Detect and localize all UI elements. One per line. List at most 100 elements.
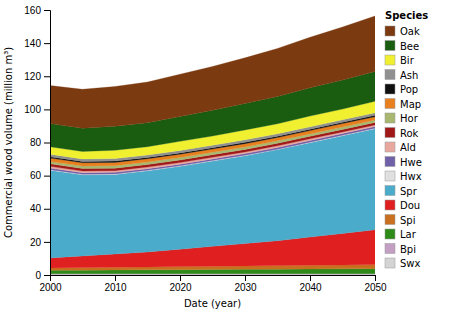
legend-item: Spr: [385, 186, 418, 197]
axis-line: [51, 276, 376, 282]
area: [50, 16, 375, 128]
legend-label: Ash: [400, 70, 418, 81]
tick-mark: [115, 275, 116, 281]
legend-label: Spr: [400, 186, 418, 197]
tick-mark: [44, 10, 50, 11]
legend-swatch: [385, 128, 395, 138]
tick: 2040: [299, 275, 322, 293]
tick-mark: [44, 176, 50, 177]
tick-label: 80: [30, 137, 42, 148]
legend-label: Pop: [400, 84, 418, 95]
legend-item: Lar: [385, 229, 417, 240]
tick-label: 100: [24, 104, 41, 115]
legend-item: Bpi: [385, 244, 416, 255]
tick: 2050: [364, 275, 387, 293]
legend-swatch: [385, 200, 395, 210]
tick: 80: [30, 137, 50, 148]
legend-swatch: [385, 244, 395, 254]
legend-swatch: [385, 70, 395, 80]
legend: Species Oak Bee Bir Ash Pop Map Hor Rok Ald Hwe Hwx…: [385, 10, 428, 269]
tick-mark: [245, 275, 246, 281]
legend-swatch: [385, 55, 395, 65]
legend-swatch: [385, 99, 395, 109]
legend-item: Rok: [385, 128, 419, 139]
axis-line: [44, 11, 51, 276]
tick: 120: [24, 71, 50, 82]
legend-label: Bpi: [400, 244, 416, 255]
legend-item: Dou: [385, 200, 420, 211]
tick-mark: [44, 109, 50, 110]
tick-label: 140: [24, 38, 41, 49]
tick: 2030: [234, 275, 257, 293]
legend-label: Spi: [400, 215, 415, 226]
legend-swatch: [385, 157, 395, 167]
legend-label: Map: [400, 99, 421, 110]
legend-item: Pop: [385, 84, 418, 95]
tick-mark: [180, 275, 181, 281]
legend-label: Ald: [400, 142, 416, 153]
legend-item: Oak: [385, 26, 420, 37]
tick: 100: [24, 104, 50, 115]
tick-label: 2030: [234, 282, 257, 293]
tick-label: 2010: [104, 282, 127, 293]
legend-swatch: [385, 142, 395, 152]
legend-swatch: [385, 229, 395, 239]
legend-item: Bir: [385, 55, 415, 66]
legend-swatch: [385, 41, 395, 51]
tick: 160: [24, 5, 50, 16]
legend-item: Hwx: [385, 171, 422, 182]
tick-mark: [44, 275, 50, 276]
tick-mark: [310, 275, 311, 281]
tick: 140: [24, 38, 50, 49]
tick-label: 20: [30, 237, 42, 248]
x-axis: 2000 2010 2020 2030 2040 2050: [39, 275, 387, 293]
legend-title: Species: [385, 10, 428, 21]
tick: 60: [30, 170, 50, 181]
legend-item: Map: [385, 99, 421, 110]
legend-swatch: [385, 186, 395, 196]
tick: 40: [30, 203, 50, 214]
chart: 2000201020202030204020500204060801001201…: [0, 0, 455, 313]
legend-label: Oak: [400, 26, 420, 37]
x-axis-title: Date (year): [184, 298, 241, 309]
y-axis: 0 20 40 60 80 100 120 140 160: [24, 5, 50, 281]
plot: 2000201020202030204020500204060801001201…: [24, 5, 387, 293]
legend-label: Bee: [400, 41, 419, 52]
legend-swatch: [385, 26, 395, 36]
areas: [50, 16, 375, 275]
legend-label: Swx: [400, 258, 421, 269]
tick-mark: [44, 209, 50, 210]
tick-label: 2000: [39, 282, 62, 293]
tick-label: 40: [30, 203, 42, 214]
tick-label: 120: [24, 71, 41, 82]
legend-item: Bee: [385, 41, 419, 52]
legend-label: Rok: [400, 128, 419, 139]
tick: 2010: [104, 275, 127, 293]
tick-mark: [44, 143, 50, 144]
legend-label: Bir: [400, 55, 415, 66]
legend-swatch: [385, 215, 395, 225]
tick-label: 60: [30, 170, 42, 181]
tick: 20: [30, 237, 50, 248]
tick: 2000: [39, 275, 62, 293]
legend-item: Swx: [385, 258, 421, 269]
y-axis-title: Commercial wood volume (million m³): [3, 47, 14, 238]
legend-item: Ald: [385, 142, 416, 153]
tick-mark: [44, 242, 50, 243]
tick-label: 0: [35, 270, 41, 281]
tick-mark: [44, 76, 50, 77]
tick: 0: [35, 270, 50, 281]
legend-item: Hwe: [385, 157, 422, 168]
legend-swatch: [385, 84, 395, 94]
legend-swatch: [385, 258, 395, 268]
area: [50, 274, 375, 275]
tick-label: 160: [24, 5, 41, 16]
tick-label: 2050: [364, 282, 387, 293]
legend-swatch: [385, 171, 395, 181]
tick: 2020: [169, 275, 192, 293]
legend-label: Hor: [400, 113, 419, 124]
legend-item: Spi: [385, 215, 415, 226]
tick-label: 2020: [169, 282, 192, 293]
legend-label: Hwe: [400, 157, 422, 168]
legend-item: Hor: [385, 113, 419, 124]
